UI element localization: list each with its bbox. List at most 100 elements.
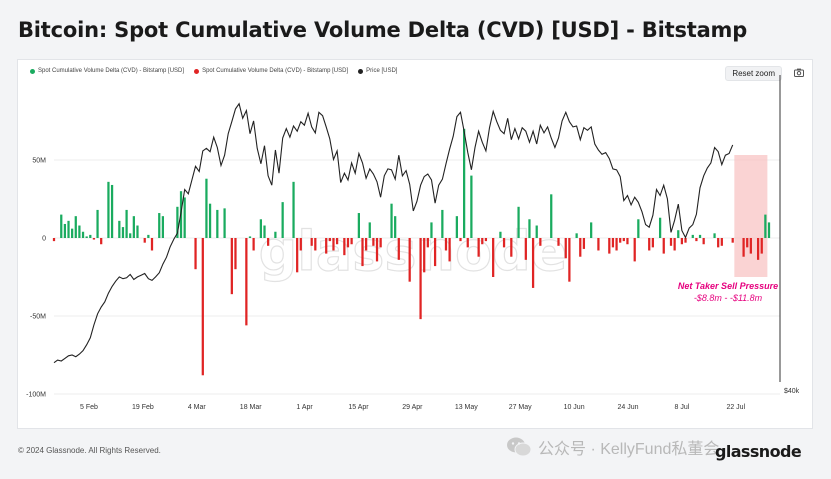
cvd-bar: [626, 238, 629, 245]
cvd-bar: [470, 175, 473, 238]
price-line: [53, 102, 734, 364]
cvd-bar: [248, 236, 252, 238]
highlight-layer: [734, 155, 768, 277]
cvd-bar: [680, 238, 684, 245]
cvd-bar: [60, 214, 63, 238]
highlight-band: [734, 155, 768, 277]
legend-label: Spot Cumulative Volume Delta (CVD) - Bit…: [38, 68, 185, 74]
x-tick-label: 18 Mar: [240, 404, 262, 411]
cvd-bar: [372, 238, 375, 246]
cvd-bar: [281, 202, 284, 238]
legend-dot-green: [30, 68, 35, 74]
cvd-bar: [484, 238, 488, 242]
cvd-bar: [455, 216, 458, 238]
cvd-bar: [441, 209, 444, 238]
cvd-bar: [78, 225, 81, 238]
x-tick-label: 4 Mar: [188, 404, 207, 411]
cvd-bar: [767, 222, 771, 238]
cvd-bar: [502, 238, 506, 248]
cvd-bar: [368, 222, 371, 238]
cvd-bar: [463, 128, 466, 238]
reset-zoom-button[interactable]: Reset zoom: [725, 66, 782, 81]
cvd-bar: [433, 238, 437, 267]
cvd-bar: [742, 238, 745, 257]
y-tick-label: -100M: [26, 392, 46, 399]
cvd-bar: [274, 231, 277, 238]
cvd-bar: [684, 238, 687, 243]
chart-card: Spot Cumulative Volume Delta (CVD) - Bit…: [17, 59, 813, 429]
cvd-bar: [357, 213, 360, 238]
cvd-bar: [579, 238, 582, 257]
cvd-bar: [426, 238, 429, 248]
camera-icon[interactable]: [794, 68, 804, 77]
cvd-bar: [550, 194, 553, 238]
legend-item-cvd-positive[interactable]: Spot Cumulative Volume Delta (CVD) - Bit…: [30, 68, 184, 74]
cvd-bar: [208, 203, 212, 238]
y-tick-label: -50M: [30, 314, 46, 321]
x-axis-labels: 5 Feb 19 Feb 4 Mar 18 Mar 1 Apr 15 Apr 29 Apr 1…: [80, 404, 746, 411]
cvd-bar: [531, 238, 535, 288]
cvd-bar: [698, 234, 702, 238]
cvd-bar: [129, 233, 132, 238]
cvd-bar: [390, 203, 393, 238]
x-tick-label: 22 Jul: [726, 404, 745, 411]
cvd-bar: [136, 225, 139, 238]
cvd-bar: [481, 238, 484, 245]
watermark: glassnode: [259, 220, 568, 283]
cvd-bar: [150, 238, 154, 251]
cvd-bar: [448, 238, 451, 262]
cvd-bar: [575, 233, 578, 238]
legend-item-price[interactable]: Price [USD]: [358, 68, 397, 74]
cvd-bar: [408, 238, 411, 282]
cvd-bar: [81, 231, 85, 238]
chart-plot: glassnode 50M 0 -50M -100M 5 Feb 19 Feb 4 Mar…: [26, 75, 800, 411]
cvd-bar: [67, 220, 70, 238]
cvd-bar: [677, 230, 680, 238]
cvd-bar: [430, 222, 433, 238]
cvd-bar: [658, 217, 662, 238]
wechat-label: 公众号 · KellyFund私董会: [538, 441, 720, 458]
cvd-bar: [648, 238, 651, 251]
cvd-bar: [63, 223, 67, 238]
legend-dot-black: [358, 68, 364, 74]
annotation: Net Taker Sell Pressure -$8.8m - -$11.8m: [678, 281, 778, 303]
cvd-bar: [234, 238, 237, 270]
cvd-bar: [92, 238, 96, 240]
cvd-bar: [245, 238, 248, 326]
cvd-bar: [651, 238, 654, 248]
cvd-bar: [691, 234, 694, 238]
cvd-bar: [375, 238, 379, 262]
x-tick-label: 15 Apr: [348, 404, 369, 411]
cvd-bar: [568, 238, 571, 282]
cvd-bar: [397, 238, 400, 260]
page-title: Bitcoin: Spot Cumulative Volume Delta (C…: [18, 18, 748, 42]
cvd-bar: [539, 238, 542, 246]
legend-item-cvd-negative[interactable]: Spot Cumulative Volume Delta (CVD) - Bit…: [194, 68, 348, 74]
cvd-bar: [85, 236, 88, 238]
y-tick-label: 50M: [32, 158, 46, 165]
cvd-bar: [299, 238, 302, 251]
cvd-bar: [252, 238, 255, 251]
wechat-watermark: 公众号 · KellyFund私董会: [506, 435, 719, 459]
cvd-bar: [557, 238, 560, 246]
cvd-bar: [89, 234, 92, 238]
cvd-bar: [423, 238, 426, 273]
cvd-bar: [216, 209, 219, 238]
x-tick-label: 1 Apr: [296, 404, 313, 411]
cvd-bar: [597, 238, 600, 251]
cvd-bar: [118, 220, 121, 238]
annotation-range: -$8.8m - -$11.8m: [694, 293, 763, 303]
x-tick-label: 8 Jul: [675, 404, 690, 411]
x-tick-label: 29 Apr: [402, 404, 423, 411]
cvd-bar: [332, 238, 335, 251]
cvd-bar: [328, 238, 331, 242]
cvd-bar: [459, 238, 462, 242]
cvd-bar: [673, 238, 676, 251]
cvd-bar: [524, 238, 527, 260]
legend-label: Price [USD]: [366, 68, 398, 74]
legend: Spot Cumulative Volume Delta (CVD) - Bit…: [30, 68, 397, 74]
cvd-bar: [662, 238, 665, 254]
cvd-bar: [517, 206, 520, 238]
cvd-bar: [510, 238, 513, 257]
copyright: © 2024 Glassnode. All Rights Reserved.: [18, 446, 161, 455]
